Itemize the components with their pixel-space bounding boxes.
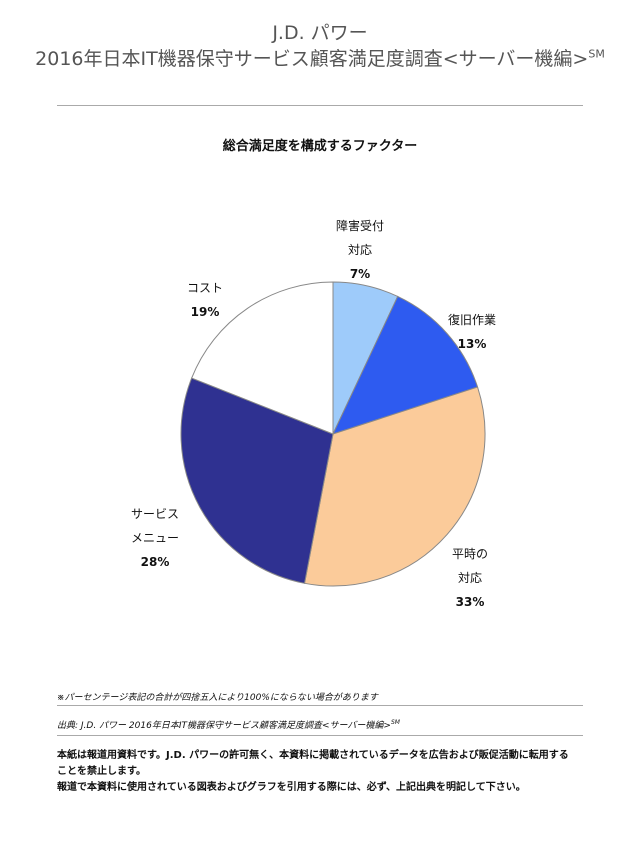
pie-slice-4: [191, 281, 334, 435]
header-survey-title: 2016年日本IT機器保守サービス顧客満足度調査<サーバー機編>SM: [0, 44, 640, 71]
chart-title: 総合満足度を構成するファクター: [222, 139, 418, 154]
pie-category-label-3-0: サービス: [131, 507, 179, 521]
pie-category-label-0-1: 対応: [348, 243, 372, 257]
pie-slice-2: [303, 386, 486, 587]
pie-category-label-0-0: 障害受付: [336, 218, 384, 233]
header-brand: J.D. パワー: [272, 22, 368, 44]
source-service-mark: SM: [390, 719, 400, 726]
pie-category-label-4-0: コスト: [187, 281, 223, 295]
pie-category-label-2-0: 平時の: [452, 547, 488, 561]
pie-value-label-0: 7%: [350, 267, 370, 281]
pie-category-label-2-1: 対応: [458, 571, 482, 585]
pie-slices: [180, 281, 486, 587]
disclaimer-para-2: 報道で本資料に使用されている図表およびグラフを引用する際には、必ず、上記出典を明…: [57, 782, 526, 793]
disclaimer: 本紙は報道用資料です。J.D. パワーの許可無く、本資料に掲載されているデータを…: [57, 748, 577, 796]
header-divider: [57, 105, 583, 106]
source-divider: [57, 735, 583, 736]
pie-category-label-3-1: メニュー: [131, 531, 179, 545]
disclaimer-para-1: 本紙は報道用資料です。J.D. パワーの許可無く、本資料に掲載されているデータを…: [57, 750, 569, 777]
pie-value-label-1: 13%: [458, 337, 487, 351]
rounding-footnote: ※パーセンテージ表記の合計が四捨五入により100%にならない場合があります: [57, 693, 378, 703]
header-service-mark: SM: [588, 47, 605, 61]
pie-slice-1: [332, 295, 479, 435]
pie-value-label-3: 28%: [141, 555, 170, 569]
footnote-divider: [57, 705, 583, 706]
source-citation: 出典: J.D. パワー 2016年日本IT機器保守サービス顧客満足度調査<サー…: [57, 718, 583, 731]
header-survey-title-text: 2016年日本IT機器保守サービス顧客満足度調査<サーバー機編>: [35, 48, 589, 70]
pie-slice-3: [180, 377, 334, 584]
pie-value-label-4: 19%: [191, 305, 220, 319]
pie-category-label-1-0: 復旧作業: [448, 312, 496, 327]
pie-value-label-2: 33%: [456, 595, 485, 609]
source-text: 出典: J.D. パワー 2016年日本IT機器保守サービス顧客満足度調査<サー…: [57, 721, 391, 731]
